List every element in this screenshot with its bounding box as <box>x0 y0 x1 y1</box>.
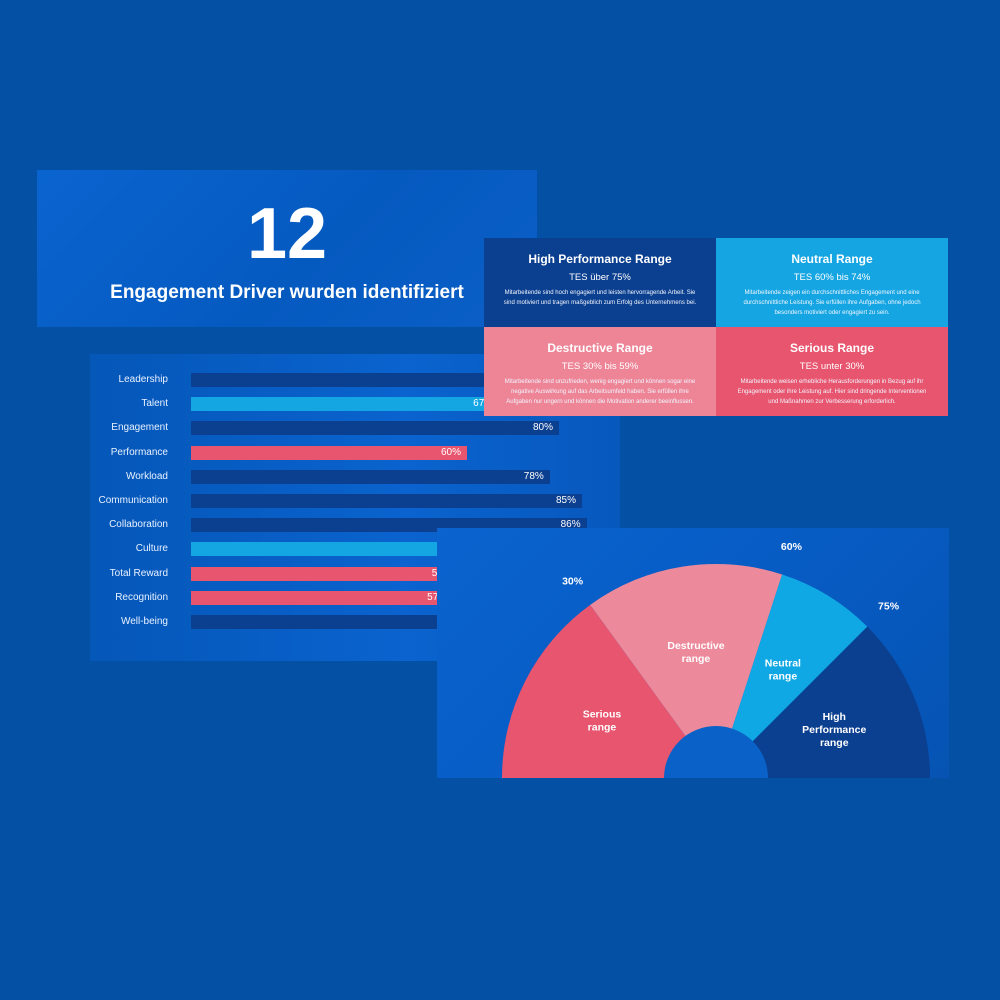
bar-value-label: 80% <box>532 422 553 434</box>
bar-category-label: Collaboration <box>109 519 168 531</box>
range-title: Serious Range <box>789 341 875 355</box>
gauge-slice-neutral-range <box>716 574 868 778</box>
bar-category-label: Engagement <box>111 422 168 434</box>
bar-category-label: Workload <box>125 470 168 482</box>
gauge-boundary-label: 60% <box>781 541 803 553</box>
range-cell-neutral: Neutral Range TES 60% bis 74% Mitarbeite… <box>716 238 948 327</box>
range-title: Neutral Range <box>791 252 873 266</box>
range-description: Mitarbeitende weisen erhebliche Herausfo… <box>737 379 927 405</box>
bar-category-label: Leadership <box>118 374 168 385</box>
bar-value-label: 60% <box>440 446 461 458</box>
bar-category-label: Talent <box>141 398 168 410</box>
range-cell-destructive: Destructive Range TES 30% bis 59% Mitarb… <box>484 327 716 416</box>
bar-performance <box>191 445 467 460</box>
range-tes: TES 60% bis 74% <box>793 272 871 283</box>
bar-category-label: Culture <box>135 543 168 555</box>
gauge-boundary-label: 30% <box>562 576 584 588</box>
bar-value-label: 85% <box>555 495 576 506</box>
bar-category-label: Communication <box>98 495 168 506</box>
bar-workload <box>191 469 550 484</box>
gauge-slice-label: Destructive range <box>667 640 724 665</box>
gauge-slice-label: High Performance range <box>802 711 866 749</box>
range-title: High Performance Range <box>528 252 672 266</box>
range-cell-serious: Serious Range TES unter 30% Mitarbeitend… <box>716 327 948 416</box>
bar-total-reward <box>191 566 458 581</box>
gauge-slice-label: Neutral range <box>765 657 801 682</box>
range-grid: High Performance Range TES über 75% Mita… <box>484 238 948 416</box>
bar-value-label: 78% <box>523 470 544 482</box>
gauge-slice-label: Serious range <box>583 708 622 733</box>
bar-recognition <box>191 590 454 605</box>
bar-value-label: 67% <box>439 397 493 411</box>
range-title: Destructive Range <box>547 341 653 355</box>
title-card: 12 Engagement Driver wurden identifizier… <box>37 170 537 327</box>
bar-engagement <box>191 421 559 436</box>
gauge-hub <box>664 726 768 778</box>
bar-category-label: Recognition <box>115 591 168 603</box>
gauge-boundary-label: 75% <box>878 600 900 612</box>
card-subtitle: Engagement Driver wurden identifiziert <box>110 282 464 303</box>
gauge-slice-serious-range <box>502 604 716 778</box>
bar-talent <box>191 397 500 412</box>
range-description: Mitarbeitende zeigen ein durchschnittlic… <box>743 290 921 316</box>
gauge-slice-destructive-range <box>590 564 783 778</box>
range-gauge: Serious range Destructive range Neutral range… <box>502 541 930 778</box>
range-description: Mitarbeitende sind hoch engagiert und le… <box>503 290 697 306</box>
bar-category-label: Total Reward <box>109 567 168 579</box>
range-cell-high-performance: High Performance Range TES über 75% Mita… <box>484 238 716 327</box>
bar-value-label: 86% <box>560 519 581 531</box>
bar-category-label: Well-being <box>120 616 168 627</box>
range-description: Mitarbeitende sind unzufrieden, wenig en… <box>504 379 696 405</box>
range-tes: TES über 75% <box>569 272 631 283</box>
driver-count: 12 <box>246 194 328 274</box>
range-tes: TES 30% bis 59% <box>561 361 639 372</box>
bar-communication <box>191 494 582 508</box>
range-tes: TES unter 30% <box>799 361 865 372</box>
gauge-slice-high-performance-range <box>716 626 930 778</box>
range-gauge-card: Serious range Destructive range Neutral range… <box>437 528 949 778</box>
bar-category-label: Performance <box>110 446 168 458</box>
